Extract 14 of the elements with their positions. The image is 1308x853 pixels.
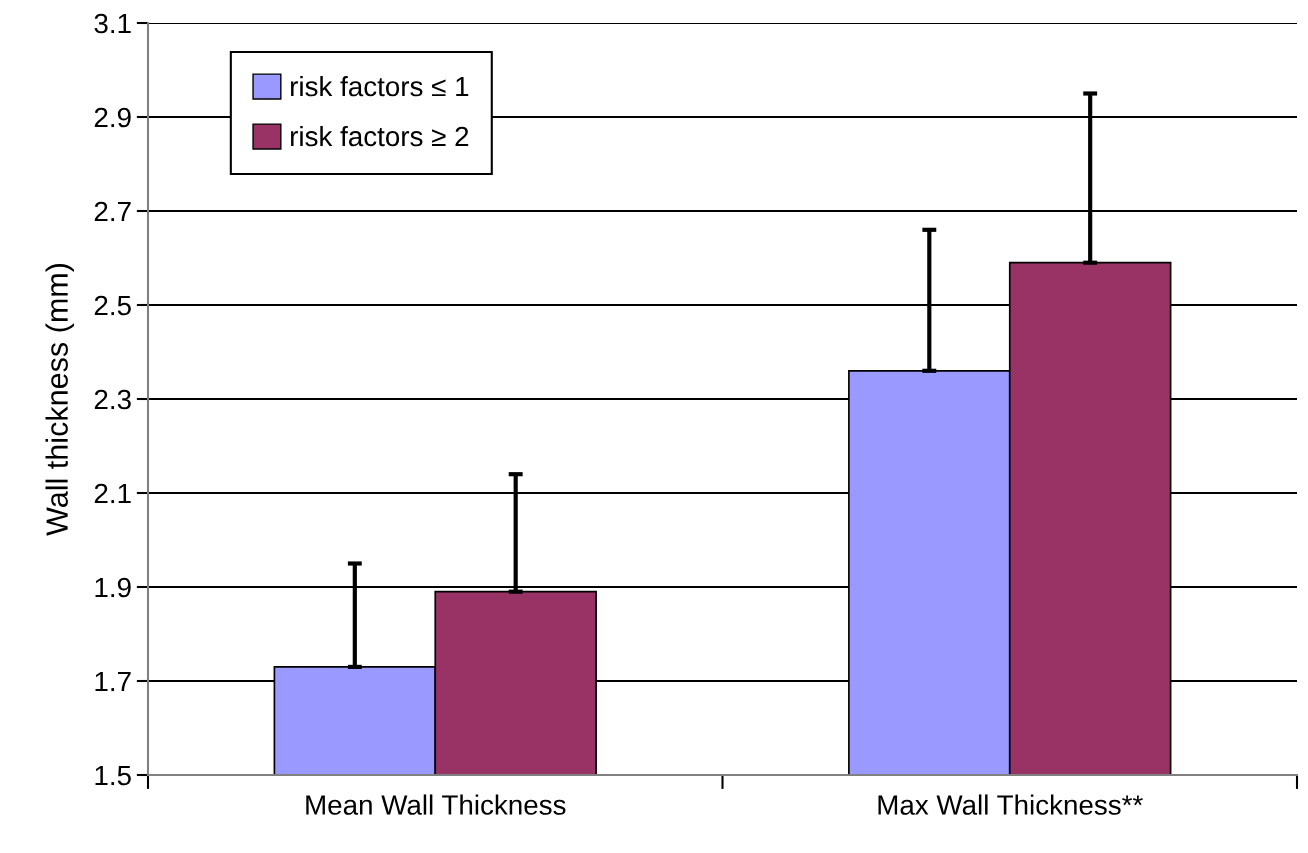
- y-tick-label: 2.5: [94, 295, 131, 316]
- y-tick-label: 1.5: [95, 765, 131, 786]
- x-tick-label: Mean Wall Thickness: [306, 794, 566, 815]
- y-tick-label: 2.9: [94, 107, 131, 128]
- legend-label: risk factors ≥ 2: [291, 125, 469, 147]
- y-tick-label: 3.1: [94, 13, 131, 34]
- y-tick-label: 2.3: [94, 389, 131, 410]
- y-tick-label: 1.9: [95, 577, 131, 598]
- y-tick-label: 1.7: [95, 671, 131, 692]
- y-axis-title: Wall thickness (mm): [45, 263, 74, 536]
- y-tick-label: 2.7: [94, 201, 131, 222]
- x-tick-label: Max Wall Thickness**: [878, 794, 1143, 815]
- y-tick-label: 2.1: [94, 483, 131, 504]
- legend-label: risk factors ≤ 1: [291, 75, 469, 97]
